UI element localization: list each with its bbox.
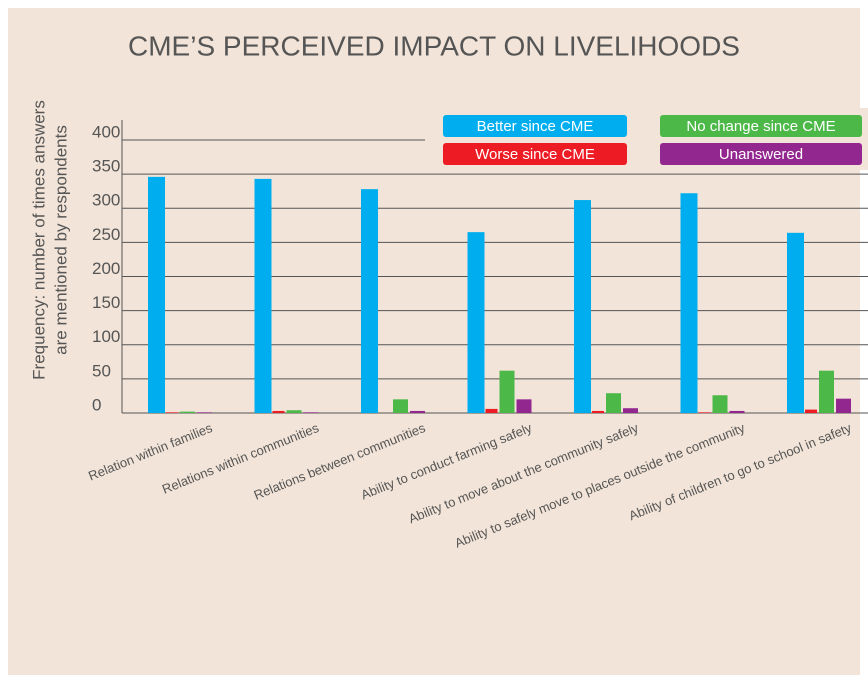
bar [467, 232, 485, 413]
bar [272, 410, 285, 413]
bar [485, 408, 498, 413]
bar [254, 178, 272, 413]
y-tick-label: 400 [92, 122, 120, 141]
y-tick-label: 0 [92, 395, 101, 414]
chart-title: CME’S PERCEIVED IMPACT ON LIVELIHOODS [128, 30, 740, 61]
bar [574, 200, 591, 413]
bar [499, 370, 515, 413]
bar [410, 410, 425, 413]
y-tick-label: 350 [92, 157, 120, 176]
bar [361, 189, 378, 413]
bar [787, 232, 804, 413]
y-tick-label: 300 [92, 191, 120, 210]
bar [819, 370, 834, 413]
bar [286, 410, 302, 413]
legend-swatch [660, 143, 862, 165]
bar [680, 193, 698, 413]
bar [729, 410, 745, 413]
bar [712, 395, 728, 413]
bar [698, 412, 711, 413]
bar [303, 412, 319, 413]
bar [516, 399, 532, 413]
bar [166, 412, 178, 413]
bar [606, 393, 621, 413]
y-tick-label: 200 [92, 259, 120, 278]
bar [197, 412, 212, 413]
legend-label: Worse since CME [475, 146, 595, 163]
y-tick-label: 50 [92, 361, 111, 380]
bar [393, 399, 408, 413]
bar [836, 398, 851, 413]
legend-label: No change since CME [686, 118, 835, 135]
legend-swatch [660, 115, 862, 137]
bar [148, 176, 165, 413]
bar [592, 410, 604, 413]
legend-label: Unanswered [719, 146, 803, 163]
bar [623, 408, 638, 413]
legend-label: Better since CME [477, 118, 594, 135]
y-tick-label: 150 [92, 293, 120, 312]
bar [805, 409, 817, 413]
y-tick-label: 250 [92, 225, 120, 244]
y-axis-label: are mentioned by respondents [51, 125, 70, 355]
y-axis-label: Frequency: number of times answers [29, 100, 48, 380]
y-tick-label: 100 [92, 327, 120, 346]
legend-swatch [443, 115, 627, 137]
legend-swatch [443, 143, 627, 165]
bar [180, 411, 195, 413]
